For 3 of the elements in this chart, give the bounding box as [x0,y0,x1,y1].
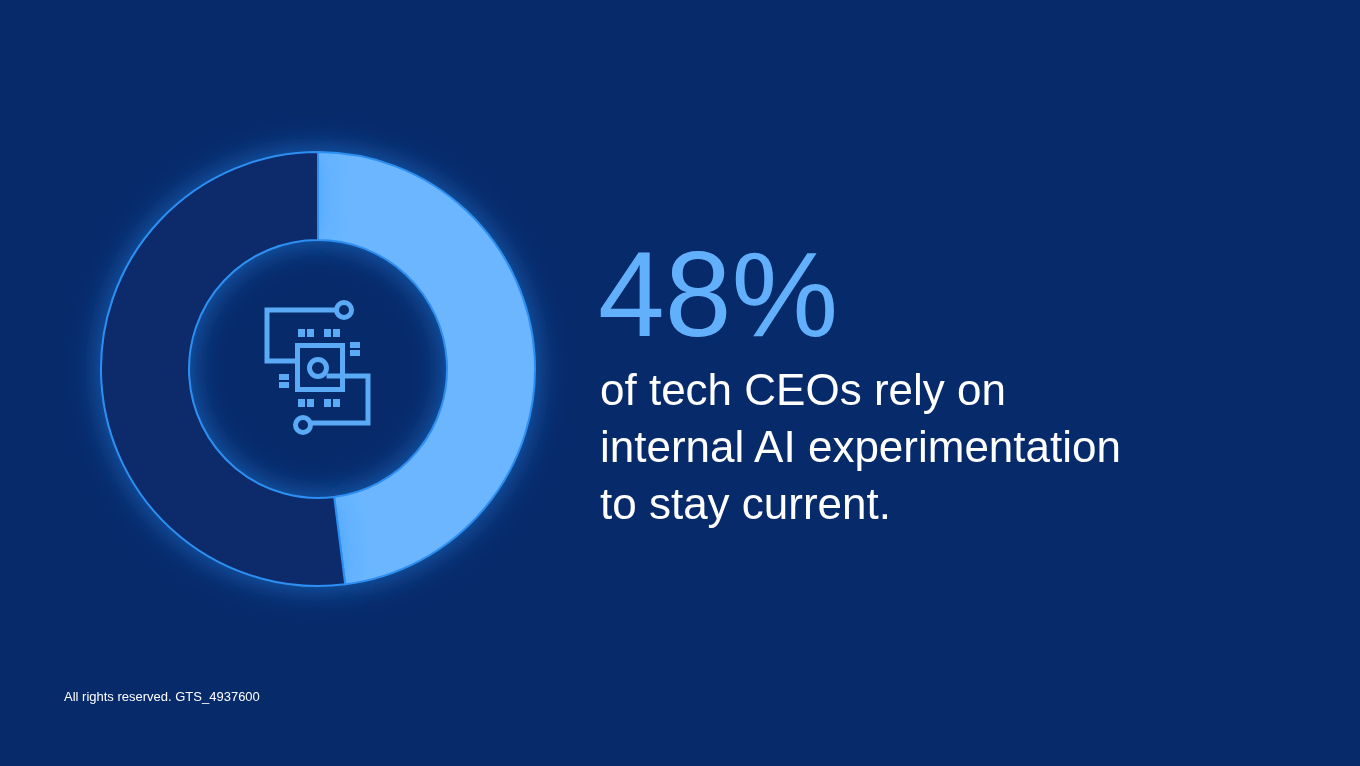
slice-label: of tech CEOs rely on internal AI experimentation to stay current. [600,364,1122,530]
text: All rights reserved. GTS_4937600 [64,689,260,705]
data-label: 48% [598,227,839,361]
